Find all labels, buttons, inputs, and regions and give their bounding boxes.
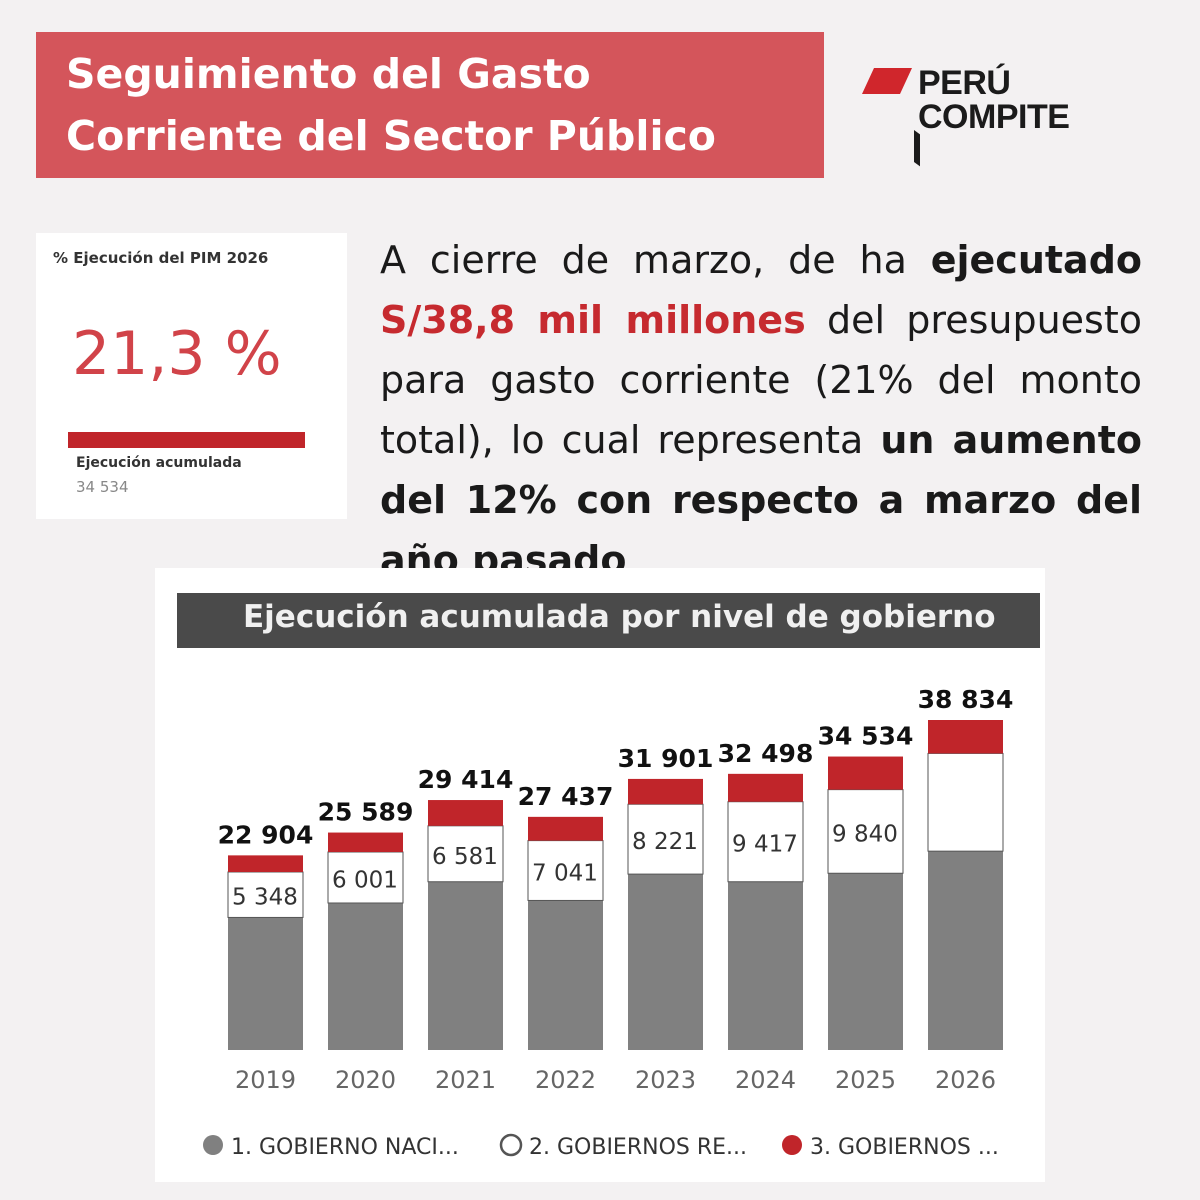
bar-segment-2-2020 <box>327 851 404 904</box>
total-label-2022: 27 437 <box>518 782 614 811</box>
bar-segment-3-2025 <box>828 756 903 790</box>
bar-segment-1-2021 <box>428 881 503 1050</box>
bar-segment-2-2021 <box>427 825 504 883</box>
summary-text-3: . <box>626 538 639 568</box>
page-title-line1: Seguimiento del Gasto <box>66 50 591 98</box>
header-banner: Seguimiento del Gasto Corriente del Sect… <box>36 32 824 178</box>
kpi-progress-bar <box>68 432 305 448</box>
bar-segment-3-2026 <box>928 720 1003 754</box>
chart-title-bar: Ejecución acumulada por nivel de gobiern… <box>177 593 1040 648</box>
legend-label-3: 3. GOBIERNOS ... <box>810 1135 999 1160</box>
bar-segment-2-2022 <box>527 840 604 901</box>
kpi-label: Ejecución acumulada <box>76 455 242 471</box>
bar-segment-1-2022 <box>528 900 603 1050</box>
segment-label-2024: 9 417 <box>732 832 798 858</box>
kpi-value: 21,3 % <box>72 319 282 389</box>
bar-segment-2-2026 <box>927 752 1004 852</box>
total-label-2020: 25 589 <box>318 798 414 827</box>
chart-title: Ejecución acumulada por nivel de gobiern… <box>243 599 996 635</box>
bar-segment-1-2020 <box>328 902 403 1050</box>
bar-segment-2-2025 <box>827 789 904 874</box>
segment-label-2020: 6 001 <box>332 867 398 893</box>
kpi-sub-value: 34 534 <box>76 478 129 496</box>
logo-line1: PERÚ <box>918 64 1011 102</box>
x-tick-label-2021: 2021 <box>435 1066 496 1094</box>
bar-segment-1-2024 <box>728 881 803 1050</box>
segment-label-2021: 6 581 <box>432 844 498 870</box>
segment-label-2023: 8 221 <box>632 829 698 855</box>
bar-segment-2-2024 <box>727 801 804 883</box>
total-label-2023: 31 901 <box>618 744 714 773</box>
summary-paragraph: A cierre de marzo, de ha ejecutado S/38,… <box>380 230 1142 568</box>
total-label-2019: 22 904 <box>218 820 314 849</box>
bar-segment-3-2021 <box>428 800 503 826</box>
kpi-title: % Ejecución del PIM 2026 <box>53 249 269 267</box>
x-tick-label-2026: 2026 <box>935 1066 996 1094</box>
stacked-bar-chart: 5 348 22 904 2019 6 001 25 589 2020 6 581 29 41… <box>203 685 1014 1160</box>
summary-text-2: del presupuesto para gasto corriente (21… <box>380 298 1142 462</box>
logo-line2: COMPITE <box>918 98 1070 136</box>
chart-card: Ejecución acumulada por nivel de gobiern… <box>155 568 1045 1182</box>
bar-segment-3-2020 <box>328 832 403 852</box>
bar-segment-3-2022 <box>528 816 603 841</box>
bar-segment-3-2019 <box>228 855 303 872</box>
segment-label-2022: 7 041 <box>532 861 598 887</box>
summary-highlight: S/38,8 mil millones <box>380 298 806 342</box>
summary-bold-1: ejecutado <box>930 238 1142 282</box>
bar-segment-1-2023 <box>628 874 703 1050</box>
page-title-line2: Corriente del Sector Público <box>66 112 716 160</box>
kpi-card: % Ejecución del PIM 2026 21,3 % Ejecució… <box>36 233 347 519</box>
legend-marker-3 <box>782 1135 802 1155</box>
segment-label-2019: 5 348 <box>232 885 298 911</box>
legend-marker-2 <box>499 1133 523 1157</box>
summary-bold-2: un aumento del 12% con respecto a marzo … <box>380 418 1142 568</box>
logo-mark-icon <box>862 68 920 167</box>
bar-segment-3-2023 <box>628 778 703 805</box>
total-label-2024: 32 498 <box>718 739 814 768</box>
x-tick-label-2020: 2020 <box>335 1066 396 1094</box>
segment-label-2025: 9 840 <box>832 821 898 847</box>
total-label-2021: 29 414 <box>418 765 514 794</box>
x-tick-label-2019: 2019 <box>235 1066 296 1094</box>
bar-segment-3-2024 <box>728 773 803 802</box>
legend-marker-1 <box>203 1135 223 1155</box>
x-tick-label-2025: 2025 <box>835 1066 896 1094</box>
bar-segment-1-2019 <box>228 917 303 1050</box>
x-tick-label-2023: 2023 <box>635 1066 696 1094</box>
total-label-2026: 38 834 <box>918 685 1014 714</box>
summary-text-1: A cierre de marzo, de ha <box>380 238 931 282</box>
x-tick-label-2022: 2022 <box>535 1066 596 1094</box>
bar-segment-1-2026 <box>928 851 1003 1050</box>
bar-segment-2-2023 <box>627 803 704 875</box>
legend-label-2: 2. GOBIERNOS RE... <box>529 1135 747 1160</box>
peru-compite-logo: PERÚ COMPITE <box>860 62 1090 192</box>
bar-segment-2-2019 <box>227 871 304 918</box>
bar-segment-1-2025 <box>828 873 903 1050</box>
total-label-2025: 34 534 <box>818 722 914 751</box>
legend-label-1: 1. GOBIERNO NACI... <box>231 1135 459 1160</box>
x-tick-label-2024: 2024 <box>735 1066 796 1094</box>
